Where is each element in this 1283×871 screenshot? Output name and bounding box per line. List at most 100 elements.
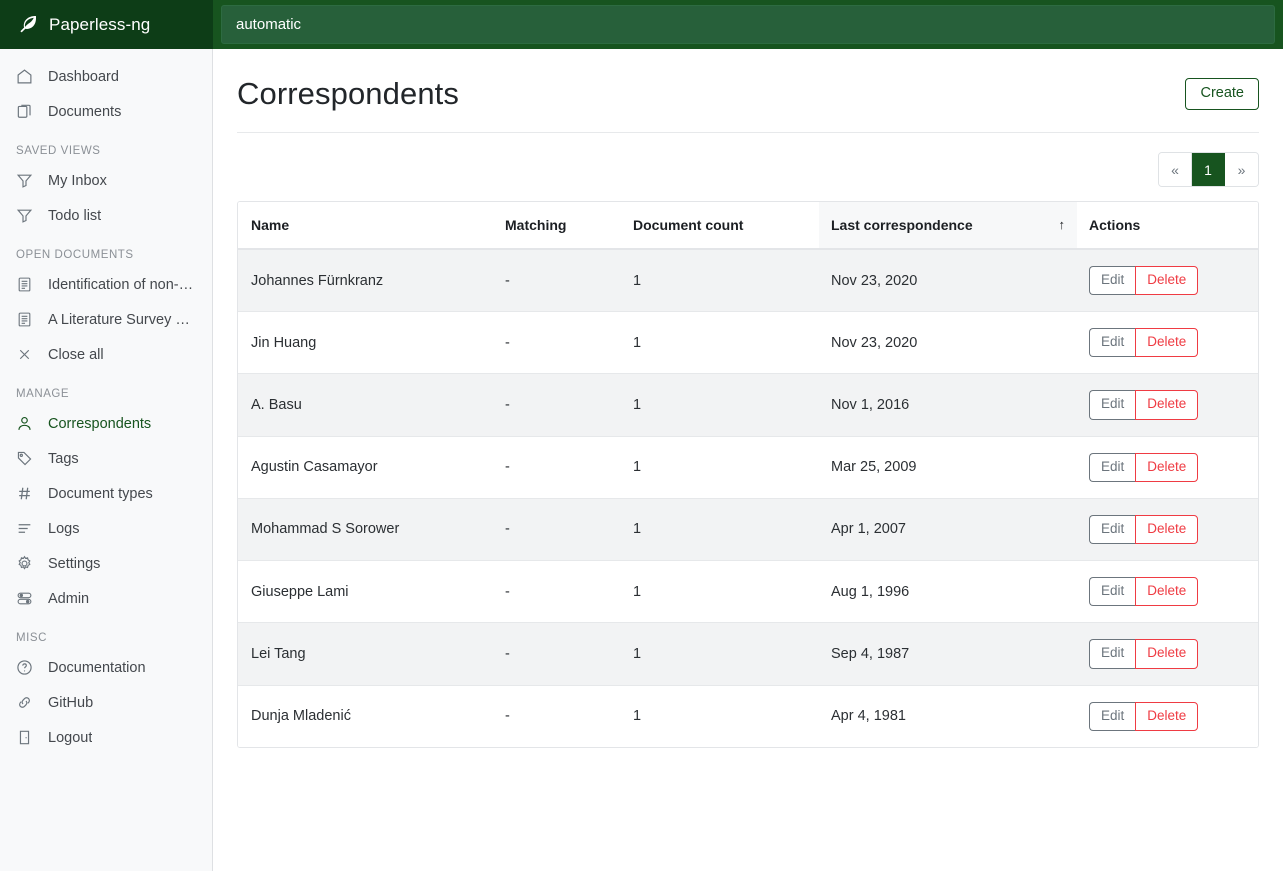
sidebar-item-label: Logout	[48, 729, 93, 746]
edit-button[interactable]: Edit	[1089, 390, 1136, 420]
delete-button[interactable]: Delete	[1135, 452, 1199, 482]
delete-button[interactable]: Delete	[1135, 266, 1199, 296]
sidebar-item-label: Dashboard	[48, 68, 119, 85]
sidebar-item-logout[interactable]: Logout	[0, 720, 212, 755]
sidebar-section-saved-views: SAVED VIEWS	[16, 145, 101, 157]
sidebar-item-label: My Inbox	[48, 172, 107, 189]
column-header-document-count[interactable]: Document count	[621, 202, 819, 250]
search-input[interactable]: automatic	[221, 5, 1275, 44]
edit-button[interactable]: Edit	[1089, 328, 1136, 358]
table-row: Johannes Fürnkranz -1 Nov 23, 2020 Edit Dele…	[238, 249, 1258, 313]
cell-name: Giuseppe Lami	[238, 560, 493, 624]
column-header-last-correspondence[interactable]: Last correspondence ↑	[819, 202, 1077, 250]
table-header-row: Name Matching Document count Last corres…	[238, 202, 1258, 250]
brand[interactable]: Paperless-ng	[0, 0, 213, 49]
cell-name: Jin Huang	[238, 311, 493, 375]
sidebar-item-label: Close all	[48, 346, 104, 363]
person-icon	[18, 416, 31, 430]
row-action-group: Edit Delete	[1089, 577, 1199, 607]
cell-actions: Edit Delete	[1077, 498, 1258, 562]
cell-document-count: 1	[621, 249, 819, 313]
cell-matching: -	[493, 622, 621, 686]
sidebar-item-github[interactable]: GitHub	[0, 685, 212, 720]
edit-button[interactable]: Edit	[1089, 266, 1136, 296]
delete-button[interactable]: Delete	[1135, 639, 1199, 669]
sidebar-item-dashboard[interactable]: Dashboard	[0, 59, 212, 94]
hash-icon	[19, 487, 30, 500]
document-icon	[18, 312, 31, 327]
sidebar-item-label: Logs	[48, 520, 80, 537]
cell-document-count: 1	[621, 436, 819, 499]
cell-actions: Edit Delete	[1077, 311, 1258, 375]
delete-button[interactable]: Delete	[1135, 577, 1199, 607]
cell-last-correspondence: Nov 23, 2020	[819, 249, 1077, 313]
row-action-group: Edit Delete	[1089, 514, 1199, 545]
table-row: Mohammad S Sorower -1 Apr 1, 2007 Edit Delet…	[238, 498, 1258, 562]
sidebar-item-open-document-2[interactable]: A Literature Survey on …	[0, 302, 212, 337]
leaf-icon	[20, 15, 37, 32]
pagination-prev[interactable]: «	[1159, 153, 1192, 186]
document-icon	[18, 277, 31, 292]
delete-button[interactable]: Delete	[1135, 514, 1199, 545]
edit-button[interactable]: Edit	[1089, 452, 1136, 482]
brand-title: Paperless-ng	[49, 14, 151, 34]
cell-actions: Edit Delete	[1077, 436, 1258, 499]
table-head: Name Matching Document count Last corres…	[238, 202, 1258, 250]
search-value: automatic	[236, 16, 302, 33]
delete-button[interactable]: Delete	[1135, 701, 1199, 731]
delete-button[interactable]: Delete	[1135, 328, 1199, 358]
cell-actions: Edit Delete	[1077, 373, 1258, 437]
edit-button[interactable]: Edit	[1089, 577, 1136, 607]
funnel-icon	[16, 174, 33, 188]
house-icon	[17, 69, 32, 84]
column-header-actions: Actions	[1077, 202, 1258, 250]
table-row: Agustin Casamayor -1 Mar 25, 2009 Edit Delet…	[238, 436, 1258, 499]
column-header-name[interactable]: Name	[238, 202, 493, 250]
edit-button[interactable]: Edit	[1089, 514, 1136, 545]
sidebar-item-label: Tags	[48, 450, 79, 467]
cell-document-count: 1	[621, 311, 819, 375]
pagination-page-1[interactable]: 1	[1192, 153, 1225, 186]
pagination-next[interactable]: »	[1225, 153, 1258, 186]
row-action-group: Edit Delete	[1089, 701, 1199, 731]
gear-icon	[18, 555, 31, 570]
sidebar-item-document-types[interactable]: Document types	[0, 476, 212, 511]
sidebar-item-close-all[interactable]: Close all	[0, 337, 212, 372]
sidebar-item-documents[interactable]: Documents	[0, 94, 212, 129]
delete-button[interactable]: Delete	[1135, 390, 1199, 420]
sidebar-item-label: Document types	[48, 485, 153, 502]
column-header-label: Last correspondence	[831, 217, 973, 233]
sidebar-item-documentation[interactable]: Documentation	[0, 650, 212, 685]
edit-button[interactable]: Edit	[1089, 639, 1136, 669]
sidebar-section-open-documents: OPEN DOCUMENTS	[16, 249, 134, 261]
close-icon	[19, 349, 30, 360]
correspondents-table-wrapper: Name Matching Document count Last corres…	[237, 201, 1259, 748]
cell-actions: Edit Delete	[1077, 622, 1258, 686]
table-row: A. Basu -1 Nov 1, 2016 Edit Delete	[238, 373, 1258, 437]
table-row: Jin Huang -1 Nov 23, 2020 Edit Delete	[238, 311, 1258, 375]
sidebar-item-label: Admin	[48, 590, 90, 607]
cell-document-count: 1	[621, 685, 819, 747]
sidebar-item-admin[interactable]: Admin	[0, 581, 212, 616]
table-row: Lei Tang -1 Sep 4, 1987 Edit Delete	[238, 622, 1258, 686]
row-action-group: Edit Delete	[1089, 390, 1199, 420]
link-icon	[19, 697, 30, 708]
sidebar-item-open-document-1[interactable]: Identification of non-fu…	[0, 267, 212, 302]
top-navbar: Paperless-ng automatic	[0, 0, 1283, 49]
cell-document-count: 1	[621, 373, 819, 437]
sidebar-item-correspondents[interactable]: Correspondents	[0, 406, 212, 441]
create-button[interactable]: Create	[1185, 77, 1259, 111]
sidebar-item-todo-list[interactable]: Todo list	[0, 198, 212, 233]
cell-last-correspondence: Nov 23, 2020	[819, 311, 1077, 375]
sidebar-item-tags[interactable]: Tags	[0, 441, 212, 476]
sidebar-item-logs[interactable]: Logs	[0, 511, 212, 546]
table-row: Giuseppe Lami -1 Aug 1, 1996 Edit Delete	[238, 560, 1258, 624]
edit-button[interactable]: Edit	[1089, 701, 1136, 731]
sidebar-item-my-inbox[interactable]: My Inbox	[0, 163, 212, 198]
tag-icon	[17, 451, 32, 466]
column-header-matching[interactable]: Matching	[493, 202, 621, 250]
sidebar-item-settings[interactable]: Settings	[0, 546, 212, 581]
pagination: « 1 »	[1158, 152, 1259, 187]
cell-name: Dunja Mladenić	[238, 685, 493, 747]
sidebar-section-manage: MANAGE	[16, 388, 70, 400]
